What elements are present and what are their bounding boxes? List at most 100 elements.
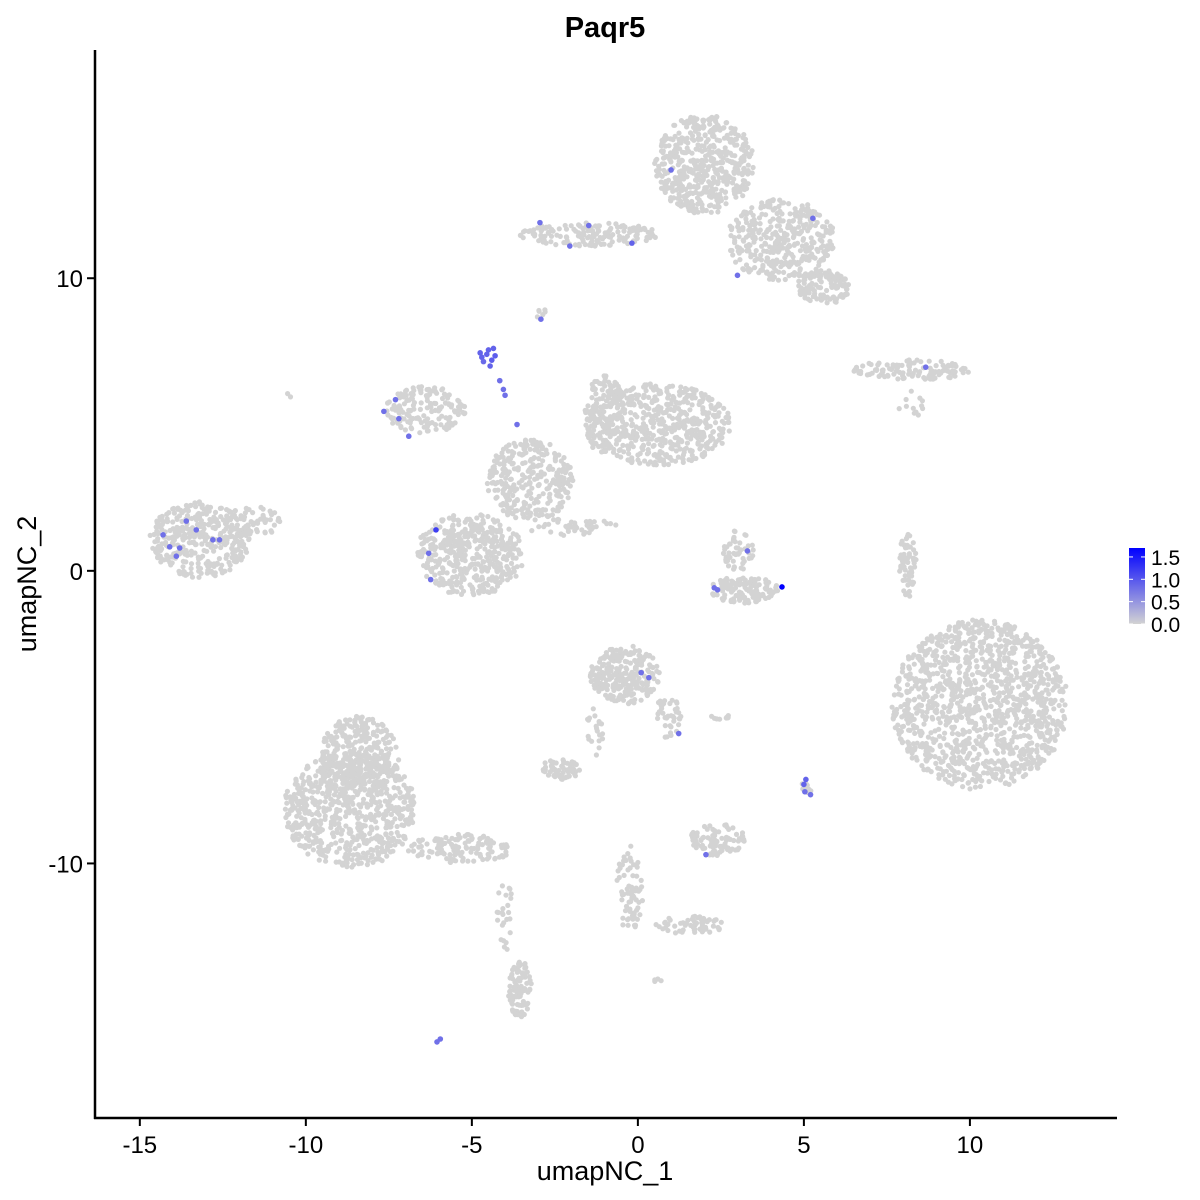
cell-point	[906, 656, 912, 662]
cell-point	[956, 680, 963, 686]
cell-point	[543, 447, 549, 453]
cell-point	[1026, 759, 1032, 765]
cell-point	[504, 577, 511, 583]
cell-point	[388, 414, 394, 420]
cell-point	[860, 363, 866, 369]
cell-point	[227, 567, 233, 573]
cell-point	[560, 499, 566, 505]
cell-point	[538, 469, 544, 475]
cell-point	[683, 150, 689, 156]
cell-point	[801, 289, 807, 295]
cell-point	[982, 723, 988, 729]
cell-point	[713, 404, 720, 410]
cell-point	[906, 367, 913, 374]
cell-point	[940, 713, 946, 719]
cell-point	[591, 423, 598, 429]
cell-point	[816, 212, 823, 218]
cell-point	[654, 156, 660, 162]
cell-point	[206, 522, 212, 528]
cell-point	[418, 384, 425, 390]
cell-point	[716, 167, 722, 173]
cell-point	[889, 704, 895, 710]
cell-point	[427, 391, 433, 397]
cell-point	[544, 486, 550, 492]
cell-point	[551, 517, 557, 523]
cell-point	[1050, 720, 1056, 726]
cell-point	[532, 476, 538, 482]
cell-point	[441, 391, 448, 397]
cell-point	[934, 670, 940, 676]
cell-point	[704, 172, 710, 178]
cell-point	[925, 766, 931, 772]
cell-point	[394, 823, 400, 830]
cell-point	[536, 482, 542, 489]
cell-point	[1051, 747, 1057, 753]
cell-point	[245, 522, 251, 528]
cell-point	[805, 202, 811, 208]
cell-point	[1024, 743, 1030, 749]
cell-point	[673, 399, 679, 405]
cell-point	[585, 235, 591, 241]
cell-point	[894, 365, 901, 371]
cell-point	[783, 252, 789, 258]
cell-point	[732, 165, 738, 171]
cell-point	[440, 517, 446, 523]
cell-point	[691, 184, 697, 190]
cell-point	[513, 443, 519, 449]
cell-point	[933, 707, 940, 713]
cell-point	[489, 574, 495, 580]
cell-point	[916, 694, 922, 700]
cell-point	[695, 440, 701, 446]
cell-point	[945, 671, 951, 678]
cell-point	[1028, 649, 1034, 655]
cell-point	[692, 177, 699, 183]
cell-point	[943, 632, 949, 639]
cell-point	[910, 540, 916, 546]
cell-point	[786, 218, 792, 224]
cell-point	[1034, 765, 1041, 771]
cell-point	[809, 280, 815, 286]
cell-point	[479, 513, 485, 519]
cell-point	[491, 458, 498, 464]
cell-point	[572, 242, 579, 248]
cell-point	[796, 224, 802, 230]
cell-point	[462, 547, 468, 553]
cell-point	[1012, 707, 1018, 713]
cell-point	[785, 225, 791, 231]
cell-point	[548, 233, 555, 239]
cell-point	[906, 727, 912, 733]
cell-point	[681, 120, 688, 126]
cell-point	[641, 384, 647, 390]
cell-point	[1043, 665, 1049, 671]
cell-point	[1035, 643, 1041, 649]
cell-point	[980, 640, 987, 646]
cell-point	[425, 416, 431, 422]
cell-point	[231, 514, 237, 520]
cell-point	[898, 692, 904, 698]
cell-point	[837, 279, 843, 285]
cell-point	[953, 645, 959, 651]
cell-point	[629, 421, 636, 427]
cell-point	[388, 830, 394, 837]
cell-point	[697, 419, 703, 425]
cell-point	[916, 369, 923, 375]
cell-point	[729, 225, 735, 231]
cell-point	[955, 658, 961, 664]
cell-point	[600, 441, 607, 447]
cell-point	[670, 181, 676, 187]
cell-point	[676, 202, 682, 208]
cell-point	[1042, 737, 1048, 743]
cell-point	[598, 381, 604, 387]
cell-point	[481, 540, 487, 546]
cell-point	[530, 462, 536, 468]
cell-point	[996, 644, 1003, 650]
cell-point	[949, 650, 955, 656]
cell-point	[606, 442, 612, 448]
cell-point	[729, 159, 736, 165]
cell-point	[262, 529, 268, 535]
cell-point	[677, 446, 683, 452]
cell-point	[520, 485, 526, 491]
cell-point	[424, 538, 430, 544]
cell-point	[924, 636, 930, 642]
cell-point	[932, 754, 938, 760]
